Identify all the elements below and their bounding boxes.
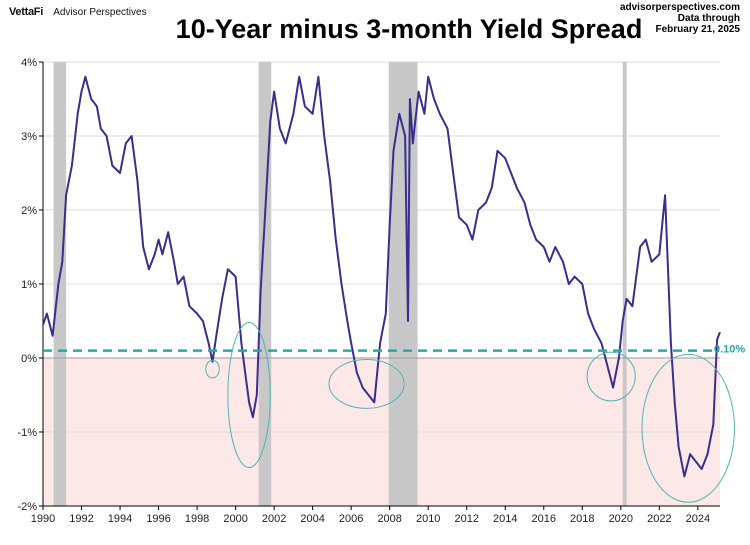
x-tick-label: 2024 [686, 513, 710, 525]
x-tick-label: 1996 [146, 513, 170, 525]
x-tick-label: 2004 [300, 513, 324, 525]
x-tick-label: 1994 [108, 513, 132, 525]
highlight-ellipse [328, 358, 405, 409]
x-tick-label: 2014 [493, 513, 517, 525]
x-tick-label: 2016 [532, 513, 556, 525]
highlight-ellipse [227, 321, 271, 469]
x-tick-label: 1998 [185, 513, 209, 525]
chart-title: 10-Year minus 3-month Yield Spread [175, 14, 643, 44]
y-tick-label: 0% [21, 353, 37, 365]
x-tick-label: 2002 [262, 513, 286, 525]
source-block: advisorperspectives.com Data through Feb… [620, 2, 740, 35]
x-tick-label: 2020 [609, 513, 633, 525]
y-tick-label: -2% [17, 501, 37, 513]
x-tick-label: 2000 [223, 513, 247, 525]
data-through-label: Data through [677, 13, 740, 24]
y-tick-label: -1% [17, 427, 37, 439]
x-tick-label: 2006 [339, 513, 363, 525]
brand-block: VettaFi Advisor Perspectives [9, 6, 147, 18]
highlight-ellipse [641, 353, 735, 503]
x-tick-label: 2012 [454, 513, 478, 525]
y-tick-label: 4% [21, 57, 37, 69]
source-site: advisorperspectives.com [619, 2, 740, 13]
y-tick-label: 1% [21, 279, 37, 291]
y-tick-label: 3% [21, 131, 37, 143]
reference-line-label: 0.10% [714, 344, 745, 356]
brand-logo: VettaFi [9, 6, 43, 18]
data-through-date: February 21, 2025 [655, 24, 741, 35]
x-tick-label: 1990 [31, 513, 55, 525]
x-tick-label: 2022 [647, 513, 671, 525]
series-line [42, 75, 721, 478]
brand-subtitle: Advisor Perspectives [53, 7, 147, 18]
y-tick-label: 2% [21, 205, 37, 217]
highlight-ellipse [205, 359, 220, 379]
x-tick-label: 2010 [416, 513, 440, 525]
recession-bar [53, 62, 67, 506]
x-tick-label: 1992 [69, 513, 93, 525]
highlight-ellipse [586, 351, 636, 402]
x-tick-label: 2008 [377, 513, 401, 525]
x-tick-label: 2018 [570, 513, 594, 525]
recession-bar [622, 62, 627, 506]
